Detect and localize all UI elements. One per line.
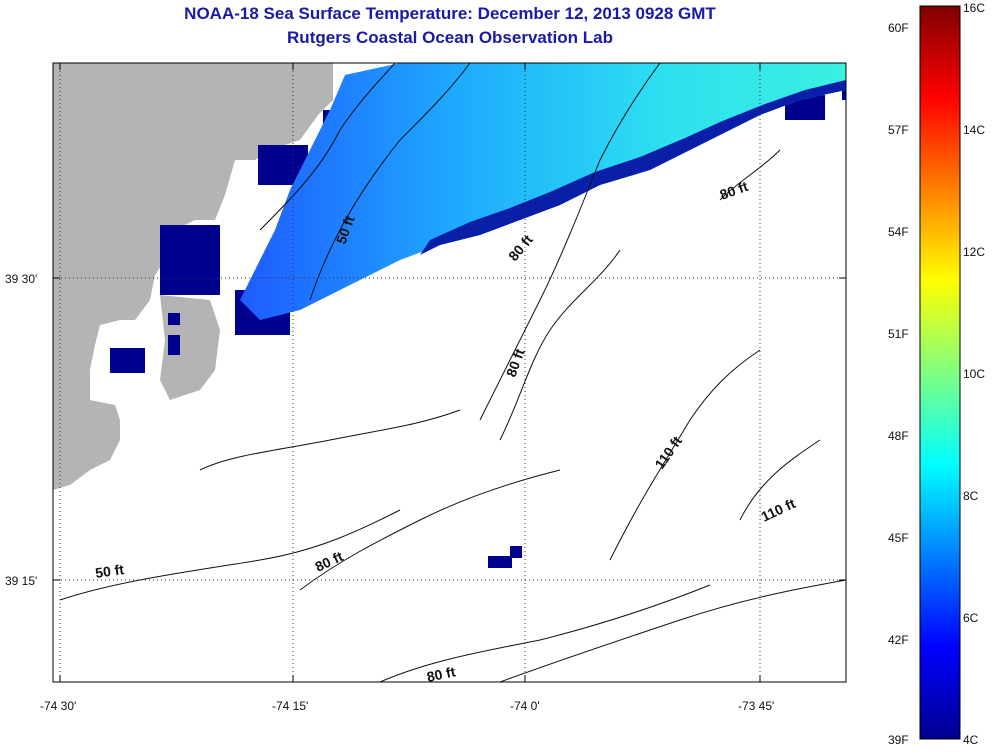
colorbar-f-label: 51F bbox=[888, 327, 909, 341]
colorbar-c-label: 10C bbox=[963, 367, 985, 381]
colorbar-f-label: 39F bbox=[888, 733, 909, 747]
graticule bbox=[53, 63, 846, 682]
y-tick-label: 39 30' bbox=[5, 272, 37, 286]
map-title: NOAA-18 Sea Surface Temperature: Decembe… bbox=[184, 4, 716, 23]
map-subtitle: Rutgers Coastal Ocean Observation Lab bbox=[287, 28, 613, 47]
contour-label: 50 ft bbox=[94, 561, 125, 581]
x-tick-label: -74 30' bbox=[40, 699, 76, 713]
y-tick-label: 39 15' bbox=[5, 574, 37, 588]
colorbar-c-label: 12C bbox=[963, 245, 985, 259]
sea-surface-fringe bbox=[420, 80, 846, 255]
colorbar-f-label: 42F bbox=[888, 633, 909, 647]
colorbar-c-label: 6C bbox=[963, 611, 979, 625]
colorbar-c-label: 8C bbox=[963, 489, 979, 503]
colorbar-fahrenheit-labels: 60F 57F 54F 51F 48F 45F 42F 39F bbox=[888, 21, 909, 747]
colorbar-f-label: 54F bbox=[888, 225, 909, 239]
colorbar-f-label: 60F bbox=[888, 21, 909, 35]
contour-label: 80 ft bbox=[425, 663, 457, 685]
colorbar-c-label: 4C bbox=[963, 733, 979, 747]
colorbar-c-label: 14C bbox=[963, 123, 985, 137]
axis-ticks bbox=[53, 63, 846, 682]
map-border bbox=[52, 62, 847, 683]
x-tick-label: -74 0' bbox=[510, 699, 540, 713]
depth-contours bbox=[59, 63, 846, 682]
colorbar bbox=[919, 5, 961, 740]
land-mass bbox=[53, 63, 333, 490]
colorbar-f-label: 57F bbox=[888, 123, 909, 137]
colorbar-f-label: 45F bbox=[888, 531, 909, 545]
colorbar-f-label: 48F bbox=[888, 429, 909, 443]
colorbar-c-label: 16C bbox=[963, 1, 985, 15]
sea-surface-wedge bbox=[240, 63, 846, 320]
colorbar-celsius-labels: 16C 14C 12C 10C 8C 6C 4C bbox=[963, 1, 985, 747]
x-tick-label: -73 45' bbox=[738, 699, 774, 713]
x-tick-label: -74 15' bbox=[272, 699, 308, 713]
